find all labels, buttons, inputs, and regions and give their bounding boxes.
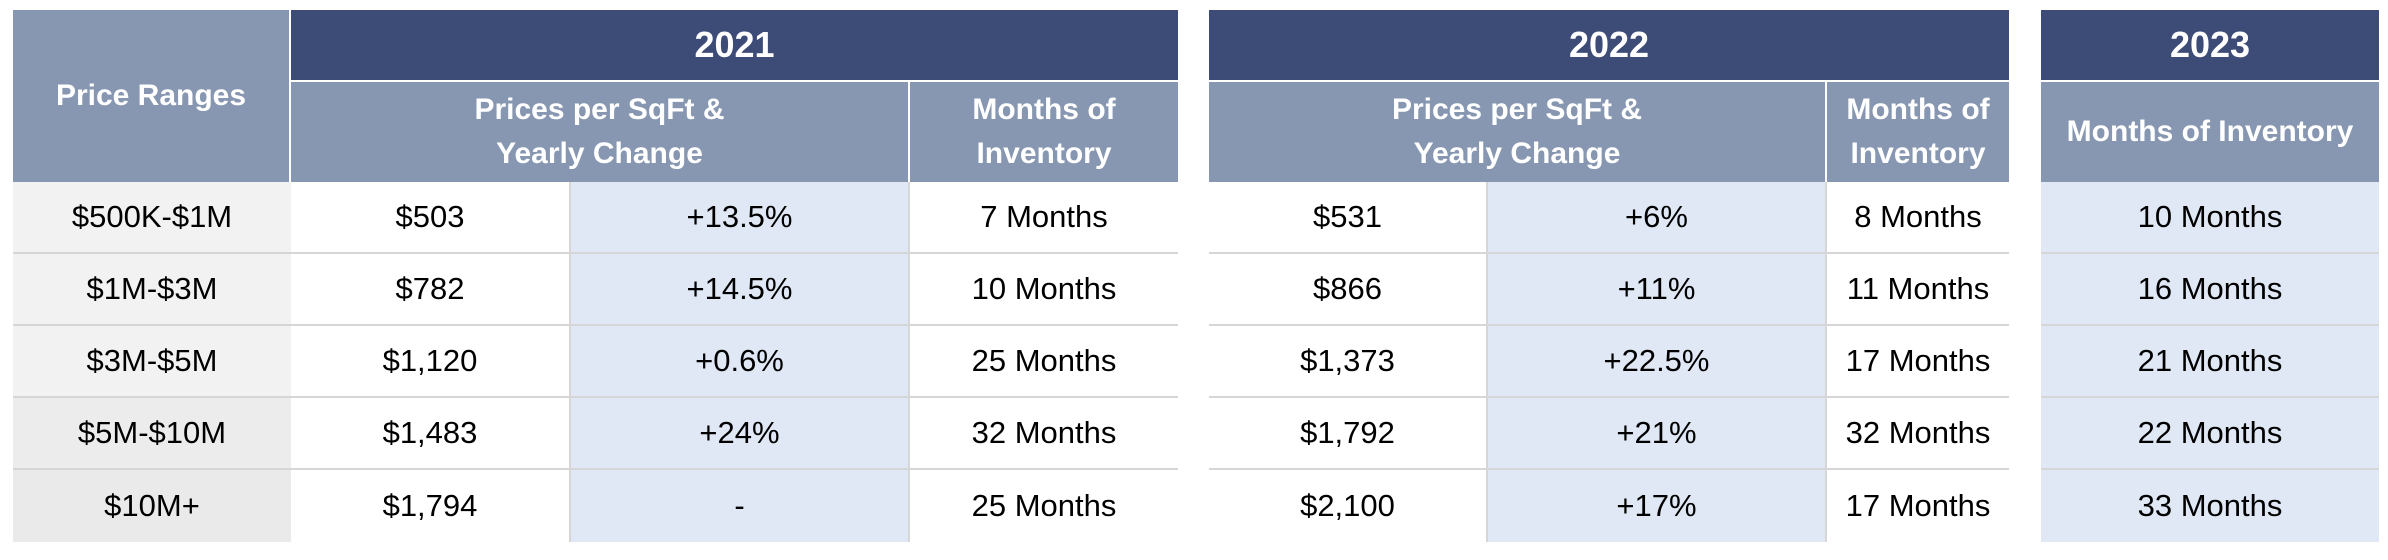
price-ranges-header: Price Ranges bbox=[13, 10, 291, 182]
price-cell: $866 bbox=[1209, 254, 1486, 326]
price-range-cell: $10M+ bbox=[13, 470, 291, 542]
inventory-header-line1: Months of bbox=[972, 93, 1116, 126]
inventory-cell: 21 Months bbox=[2041, 326, 2379, 398]
inventory-cell: 10 Months bbox=[2041, 182, 2379, 254]
inventory-header-2023: Months of Inventory bbox=[2041, 82, 2379, 182]
table-2022: 2022 Prices per SqFt & Yearly Change Mont… bbox=[1209, 10, 2009, 542]
table-row: $1,792 +21% 32 Months bbox=[1209, 398, 2009, 470]
change-cell: +6% bbox=[1486, 182, 1825, 254]
prices-header-line1: Prices per SqFt & bbox=[474, 93, 725, 126]
prices-header-line1: Prices per SqFt & bbox=[1391, 93, 1643, 126]
price-range-cell: $1M-$3M bbox=[13, 254, 291, 326]
table-row: $1,373 +22.5% 17 Months bbox=[1209, 326, 2009, 398]
table-row: $866 +11% 11 Months bbox=[1209, 254, 2009, 326]
inventory-cell: 32 Months bbox=[1825, 398, 2009, 470]
price-cell: $782 bbox=[291, 254, 569, 326]
change-cell: +11% bbox=[1486, 254, 1825, 326]
inventory-cell: 17 Months bbox=[1825, 470, 2009, 542]
change-cell: +17% bbox=[1486, 470, 1825, 542]
price-range-cell: $3M-$5M bbox=[13, 326, 291, 398]
prices-header-line2: Yearly Change bbox=[1413, 137, 1621, 170]
inventory-header-2022: Months of Inventory bbox=[1825, 82, 2009, 182]
table-2023: 2023 Months of Inventory 10 Months 16 Mo… bbox=[2041, 10, 2379, 542]
year-header-2021: 2021 bbox=[291, 10, 1178, 82]
prices-header-2022: Prices per SqFt & Yearly Change bbox=[1209, 82, 1825, 182]
price-cell: $2,100 bbox=[1209, 470, 1486, 542]
table-row: $1,794 - 25 Months bbox=[291, 470, 1178, 542]
change-cell: - bbox=[569, 470, 908, 542]
inventory-header-line1: Months of bbox=[1846, 93, 1990, 126]
inventory-cell: 33 Months bbox=[2041, 470, 2379, 542]
table-row: $2,100 +17% 17 Months bbox=[1209, 470, 2009, 542]
price-cell: $1,373 bbox=[1209, 326, 1486, 398]
table-row: $1,483 +24% 32 Months bbox=[291, 398, 1178, 470]
inventory-header-2021: Months of Inventory bbox=[908, 82, 1178, 182]
inventory-cell: 7 Months bbox=[908, 182, 1178, 254]
change-cell: +13.5% bbox=[569, 182, 908, 254]
change-cell: +21% bbox=[1486, 398, 1825, 470]
year-header-2023: 2023 bbox=[2041, 10, 2379, 82]
price-cell: $1,483 bbox=[291, 398, 569, 470]
inventory-cell: 32 Months bbox=[908, 398, 1178, 470]
inventory-cell: 25 Months bbox=[908, 326, 1178, 398]
price-cell: $1,120 bbox=[291, 326, 569, 398]
table-2021: 2021 Prices per SqFt & Yearly Change Mont… bbox=[291, 10, 1178, 542]
inventory-header-line2: Inventory bbox=[1850, 137, 1986, 170]
price-cell: $1,794 bbox=[291, 470, 569, 542]
price-cell: $503 bbox=[291, 182, 569, 254]
inventory-cell: 16 Months bbox=[2041, 254, 2379, 326]
price-range-cell: $5M-$10M bbox=[13, 398, 291, 470]
table-row: $531 +6% 8 Months bbox=[1209, 182, 2009, 254]
change-cell: +22.5% bbox=[1486, 326, 1825, 398]
price-cell: $1,792 bbox=[1209, 398, 1486, 470]
price-range-cell: $500K-$1M bbox=[13, 182, 291, 254]
prices-header-line2: Yearly Change bbox=[496, 137, 703, 170]
table-row: $503 +13.5% 7 Months bbox=[291, 182, 1178, 254]
prices-header-2021: Prices per SqFt & Yearly Change bbox=[291, 82, 908, 182]
inventory-cell: 25 Months bbox=[908, 470, 1178, 542]
inventory-cell: 22 Months bbox=[2041, 398, 2379, 470]
change-cell: +14.5% bbox=[569, 254, 908, 326]
inventory-cell: 11 Months bbox=[1825, 254, 2009, 326]
inventory-cell: 17 Months bbox=[1825, 326, 2009, 398]
price-ranges-table: Price Ranges $500K-$1M $1M-$3M $3M-$5M $… bbox=[13, 10, 291, 542]
inventory-header-line2: Inventory bbox=[976, 137, 1112, 170]
price-cell: $531 bbox=[1209, 182, 1486, 254]
inventory-cell: 8 Months bbox=[1825, 182, 2009, 254]
change-cell: +0.6% bbox=[569, 326, 908, 398]
table-row: $1,120 +0.6% 25 Months bbox=[291, 326, 1178, 398]
change-cell: +24% bbox=[569, 398, 908, 470]
year-header-2022: 2022 bbox=[1209, 10, 2009, 82]
table-row: $782 +14.5% 10 Months bbox=[291, 254, 1178, 326]
inventory-cell: 10 Months bbox=[908, 254, 1178, 326]
